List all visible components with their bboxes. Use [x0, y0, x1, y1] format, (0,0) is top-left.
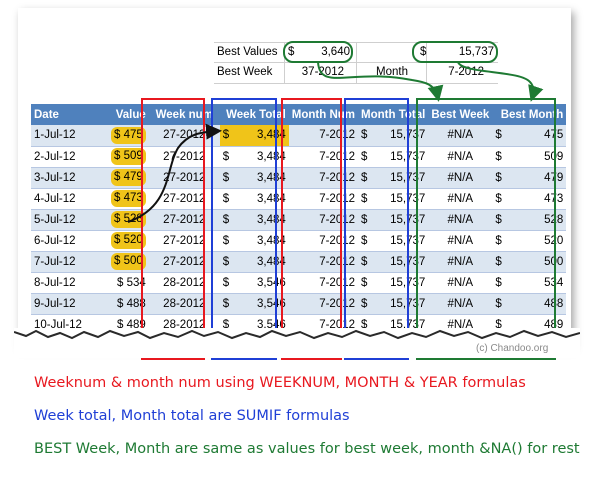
table-cell[interactable]: $3,484: [219, 209, 289, 231]
best-values-amount: 3,640: [321, 46, 350, 58]
weeknum-frame: [141, 98, 205, 360]
table-cell[interactable]: $ 475: [108, 125, 149, 147]
best-week-arrow: [317, 61, 444, 102]
best-week-value: 37-2012: [301, 66, 344, 78]
table-row: 5-Jul-12 $ 528 27-2012 $3,484 7-2012 $15,737 #…: [31, 209, 567, 231]
week-total-frame: [211, 98, 277, 360]
table-cell[interactable]: $520: [492, 230, 567, 252]
table-cell[interactable]: 3-Jul-12: [31, 167, 108, 189]
best-month-arrow: [457, 61, 544, 102]
month-total-frame: [344, 98, 409, 360]
table-cell[interactable]: 27-2012: [148, 188, 220, 210]
table-cell[interactable]: $475: [492, 125, 567, 147]
table-cell[interactable]: $ 520: [108, 230, 149, 252]
table-cell[interactable]: $500: [492, 251, 567, 273]
column-header[interactable]: Week Total: [219, 104, 289, 125]
table-cell[interactable]: $3,484: [219, 146, 289, 168]
table-cell[interactable]: $479: [492, 167, 567, 189]
column-header[interactable]: Best Month: [492, 104, 567, 125]
best-week-label: Best Week: [217, 66, 273, 78]
column-header[interactable]: Week num: [148, 104, 220, 125]
table-cell[interactable]: $ 500: [108, 251, 149, 273]
best-month-currency: $: [420, 46, 427, 58]
best-values-callout: [283, 41, 353, 63]
table-cell[interactable]: 7-Jul-12: [31, 251, 108, 273]
caption-weeknum: Weeknum & month num using WEEKNUM, MONTH…: [34, 375, 526, 391]
table-cell[interactable]: #N/A: [428, 125, 493, 147]
best-values-currency: $: [288, 46, 295, 58]
table-cell[interactable]: 28-2012: [148, 272, 220, 294]
table-cell[interactable]: $ 534: [108, 272, 149, 294]
table-cell[interactable]: #N/A: [428, 293, 493, 315]
column-header[interactable]: Best Week: [428, 104, 493, 125]
best-columns-frame: [416, 98, 556, 360]
table-cell[interactable]: $ 509: [108, 146, 149, 168]
column-header[interactable]: Value: [108, 104, 149, 125]
table-cell[interactable]: $3,484: [219, 167, 289, 189]
table-cell[interactable]: 27-2012: [148, 125, 220, 147]
table-cell[interactable]: $473: [492, 188, 567, 210]
table-cell[interactable]: $ 473: [108, 188, 149, 210]
table-row: 6-Jul-12 $ 520 27-2012 $3,484 7-2012 $15,737 #…: [31, 230, 567, 252]
table-cell[interactable]: $534: [492, 272, 567, 294]
table-cell[interactable]: 9-Jul-12: [31, 293, 108, 315]
table-cell[interactable]: $3,484: [219, 125, 289, 147]
table-body: 1-Jul-12 $ 475 27-2012 $3,484 7-2012 $15,737 #…: [31, 125, 567, 357]
value-to-weektotal-arrow: [127, 123, 222, 223]
table-cell[interactable]: 27-2012: [148, 209, 220, 231]
table-cell[interactable]: #N/A: [428, 272, 493, 294]
table-cell[interactable]: #N/A: [428, 188, 493, 210]
best-month-callout: [412, 41, 498, 63]
table-row: 2-Jul-12 $ 509 27-2012 $3,484 7-2012 $15,737 #…: [31, 146, 567, 168]
best-month-amount: 15,737: [458, 46, 494, 58]
column-header[interactable]: Date: [31, 104, 108, 125]
table-cell[interactable]: #N/A: [428, 251, 493, 273]
table-cell[interactable]: $509: [492, 146, 567, 168]
table-cell[interactable]: #N/A: [428, 209, 493, 231]
table-cell[interactable]: $ 479: [108, 167, 149, 189]
table-cell[interactable]: $3,546: [219, 293, 289, 315]
table-row: 8-Jul-12 $ 534 28-2012 $3,546 7-2012 $15,737 #…: [31, 272, 567, 294]
table-cell[interactable]: $15,737: [358, 272, 429, 294]
table-cell[interactable]: 28-2012: [148, 293, 220, 315]
table-cell[interactable]: 2-Jul-12: [31, 146, 108, 168]
month-label: Month: [376, 66, 408, 78]
table-cell[interactable]: $ 488: [108, 293, 149, 315]
torn-edge: [14, 328, 580, 358]
table-cell[interactable]: 1-Jul-12: [31, 125, 108, 147]
data-table: Date Value Week num Week Total Month Num…: [31, 104, 567, 357]
table-cell[interactable]: 27-2012: [148, 230, 220, 252]
table-cell[interactable]: $15,737: [358, 209, 429, 231]
column-header[interactable]: Month Total: [358, 104, 429, 125]
table-cell[interactable]: $3,546: [219, 272, 289, 294]
table-cell[interactable]: $3,484: [219, 188, 289, 210]
table-cell[interactable]: $3,484: [219, 230, 289, 252]
table-cell[interactable]: 27-2012: [148, 251, 220, 273]
caption-best: BEST Week, Month are same as values for …: [34, 441, 580, 457]
table-cell[interactable]: $ 528: [108, 209, 149, 231]
credit-text: (c) Chandoo.org: [476, 343, 549, 354]
best-values-label: Best Values: [217, 46, 278, 58]
table-cell[interactable]: 4-Jul-12: [31, 188, 108, 210]
table-cell[interactable]: $15,737: [358, 251, 429, 273]
table-header-row: Date Value Week num Week Total Month Num…: [31, 104, 567, 125]
table-cell[interactable]: 6-Jul-12: [31, 230, 108, 252]
table-cell[interactable]: $3,484: [219, 251, 289, 273]
table-cell[interactable]: $528: [492, 209, 567, 231]
month-num-frame: [281, 98, 342, 360]
table-cell[interactable]: $488: [492, 293, 567, 315]
table-cell[interactable]: 8-Jul-12: [31, 272, 108, 294]
caption-sumif: Week total, Month total are SUMIF formul…: [34, 408, 350, 424]
table-cell[interactable]: #N/A: [428, 167, 493, 189]
table-cell[interactable]: 5-Jul-12: [31, 209, 108, 231]
table-cell[interactable]: #N/A: [428, 146, 493, 168]
table-cell[interactable]: #N/A: [428, 230, 493, 252]
